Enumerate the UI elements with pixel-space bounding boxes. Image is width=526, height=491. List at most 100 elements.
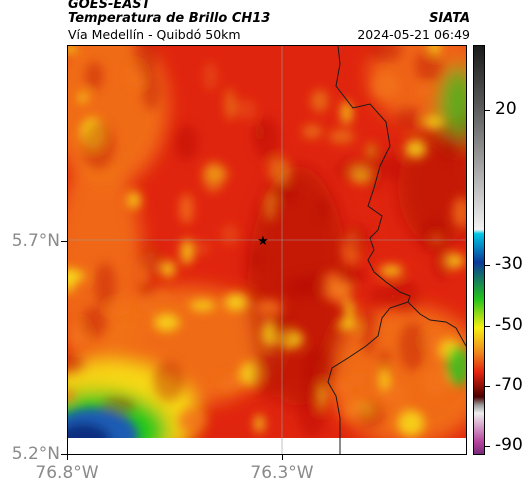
route-subtitle: Vía Medellín - Quibdó 50km: [68, 27, 241, 42]
field-cell: [284, 276, 309, 299]
field-cell: [337, 319, 358, 330]
colorbar-tick: [485, 110, 490, 111]
field-cell: [382, 381, 409, 407]
lon-tick: [67, 455, 68, 460]
field-cell: [68, 269, 86, 283]
field-cell: [345, 299, 355, 324]
field-cell: [202, 61, 218, 91]
field-cell: [81, 306, 107, 338]
lat-tick: [61, 454, 67, 455]
field-cell: [297, 387, 327, 439]
field-cell: [421, 367, 448, 397]
field-cell: [179, 193, 194, 225]
colorbar-label-m90: -90: [495, 435, 523, 455]
field-cell: [311, 89, 329, 112]
field-cell: [107, 302, 133, 312]
field-cell: [381, 153, 403, 181]
field-cell: [173, 124, 199, 161]
field-cell: [379, 265, 403, 277]
field-cell: [219, 374, 239, 392]
product-title: Temperatura de Brillo CH13: [68, 11, 271, 26]
field-cell: [415, 50, 442, 82]
field-cell: [153, 313, 180, 332]
field-cell: [142, 292, 155, 312]
field-cell: [452, 196, 466, 228]
field-cell: [160, 261, 176, 277]
field-cell: [441, 142, 457, 160]
field-cell: [202, 161, 225, 192]
colorbar-label-m30: -30: [495, 254, 523, 274]
field-cell: [251, 352, 282, 398]
lat-label-5.7: 5.7°N: [11, 231, 60, 251]
field-cell: [372, 71, 399, 100]
colorbar-tick: [485, 446, 490, 447]
field-cell: [253, 117, 281, 161]
satellite-title: GOES-EAST: [68, 0, 151, 12]
field-cell: [85, 61, 104, 91]
field-cell: [363, 142, 384, 192]
field-cell: [82, 121, 115, 170]
field-cell: [153, 360, 185, 402]
field-cell: [404, 139, 427, 159]
field-cell: [273, 182, 296, 204]
star-icon[interactable]: ★: [257, 234, 269, 249]
field-cell: [68, 46, 78, 54]
field-cell: [302, 124, 322, 139]
field-cell: [225, 88, 235, 121]
colorbar: [473, 45, 485, 455]
field-cell: [94, 262, 116, 308]
lon-label-76.8: 76.8°W: [35, 463, 99, 483]
field-cell: [328, 129, 355, 144]
field-cell: [399, 322, 427, 371]
field-cell: [189, 300, 216, 311]
field-cell: [379, 348, 391, 374]
colorbar-label-20: 20: [495, 99, 517, 119]
agency-label: SIATA: [429, 11, 470, 26]
field-cell: [224, 293, 248, 311]
field-cell: [432, 243, 451, 281]
colorbar-tick: [485, 326, 490, 327]
colorbar-label-m70: -70: [495, 375, 523, 395]
field-cell: [248, 244, 262, 273]
field-cell: [221, 224, 239, 246]
field-cell: [133, 46, 158, 78]
field-cell: [341, 101, 352, 125]
field-cell: [353, 372, 363, 387]
field-cell: [397, 410, 425, 437]
field-cell: [438, 66, 466, 146]
datetime-label: 2024-05-21 06:49: [357, 27, 470, 42]
field-cell: [318, 197, 330, 220]
field-cell: [127, 191, 141, 209]
field-cell: [255, 299, 283, 317]
field-cell: [415, 86, 433, 96]
field-cell: [142, 71, 161, 111]
satellite-map[interactable]: ★: [67, 45, 467, 455]
field-cell: [446, 346, 466, 386]
field-cell: [423, 116, 444, 128]
no-data-strip: [68, 438, 466, 454]
border-line-east: [407, 301, 466, 347]
field-cell: [264, 191, 277, 222]
field-cell: [336, 264, 366, 287]
field-cell: [68, 354, 85, 373]
lat-label-5.2: 5.2°N: [11, 444, 60, 464]
field-cell: [395, 107, 424, 130]
border-line: [327, 46, 411, 454]
field-cell: [343, 397, 362, 420]
colorbar-tick: [485, 386, 490, 387]
field-cell: [268, 158, 292, 185]
field-cell: [254, 414, 265, 433]
brightness-temperature-field: ★: [68, 46, 466, 454]
field-cell: [389, 279, 420, 313]
colorbar-tick: [485, 265, 490, 266]
lon-tick: [282, 455, 283, 460]
field-cell: [77, 92, 88, 103]
field-cell: [190, 241, 211, 255]
lat-tick: [61, 241, 67, 242]
field-cell: [141, 280, 155, 299]
field-cell: [357, 401, 385, 428]
colorbar-label-m50: -50: [495, 315, 523, 335]
field-cell: [140, 244, 162, 275]
field-cell: [336, 158, 367, 181]
field-cell: [368, 46, 403, 63]
